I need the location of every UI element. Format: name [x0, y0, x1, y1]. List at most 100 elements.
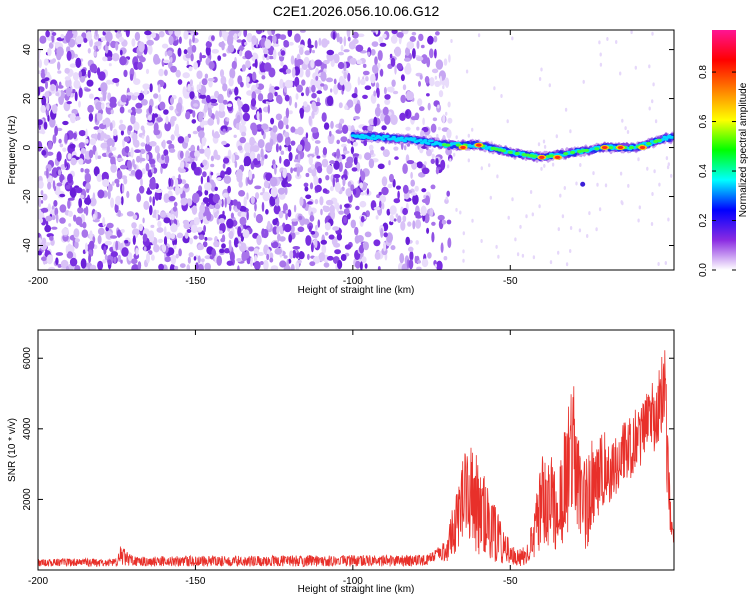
spectrogram-noise-blob — [480, 239, 483, 243]
spectrogram-noise-blob — [514, 237, 517, 242]
spectrogram-noise-blob — [420, 205, 427, 216]
spectrogram-noise-blob — [362, 125, 369, 132]
spectrogram-noise-blob — [360, 191, 365, 196]
spectrogram-noise-blob — [335, 129, 343, 134]
spectrogram-noise-blob — [47, 140, 53, 150]
spectrogram-noise-blob — [316, 90, 323, 95]
spectrogram-noise-blob — [418, 33, 424, 42]
snr-frame — [37, 329, 675, 571]
spectrogram-noise-blob — [133, 121, 140, 131]
spectrogram-noise-blob — [181, 179, 187, 185]
spectrogram-noise-blob — [437, 104, 440, 109]
spectrogram-noise-blob — [390, 114, 398, 126]
spectrogram-noise-blob — [112, 53, 120, 62]
spectrogram-noise-blob — [145, 135, 150, 145]
spectrogram-noise-blob — [264, 154, 268, 160]
spectrogram-noise-blob — [393, 198, 401, 204]
spectrogram-noise-blob — [129, 73, 134, 81]
spectrogram-noise-blob — [233, 237, 239, 248]
spectrogram-noise-blob — [283, 86, 287, 93]
spectrogram-noise-blob — [389, 205, 397, 215]
spectrogram-noise-blob — [102, 56, 108, 62]
spectrogram-noise-blob — [406, 160, 415, 165]
spectrogram-noise-blob — [347, 72, 351, 82]
figure-title: C2E1.2026.056.10.06.G12 — [273, 3, 440, 19]
spectrogram-noise-blob — [310, 59, 315, 69]
spectrogram-noise-blob — [110, 197, 115, 208]
spectrogram-noise-blob — [210, 163, 215, 168]
spectrogram-noise-blob — [375, 82, 380, 89]
spectrogram-noise-blob — [44, 77, 50, 81]
spectrogram-noise-blob — [102, 119, 106, 126]
spectrogram-peak — [460, 145, 466, 150]
spectrogram-noise-blob — [110, 163, 117, 173]
spectrogram-noise-blob — [67, 197, 75, 201]
spectrogram-noise-blob — [434, 263, 437, 268]
spectrogram-noise-blob — [39, 217, 43, 224]
spectrogram-noise-blob — [363, 241, 369, 251]
spectrogram-noise-blob — [231, 153, 235, 164]
spectrogram-noise-blob — [94, 113, 98, 123]
spectrogram-noise-blob — [666, 165, 670, 170]
spectrogram-noise-blob — [145, 162, 150, 172]
spectrogram-noise-blob — [396, 185, 401, 190]
spectrogram-noise-blob — [305, 235, 312, 246]
spectrogram-noise-blob — [372, 64, 379, 74]
spectrogram-noise-blob — [38, 130, 46, 134]
spectrogram-noise-blob — [434, 48, 437, 59]
spectrogram-noise-blob — [320, 83, 325, 87]
spectrogram-noise-blob — [352, 31, 359, 39]
spectrogram-noise-blob — [565, 262, 569, 267]
spectrogram-noise-blob — [403, 145, 407, 151]
spectrogram-noise-blob — [308, 225, 312, 232]
spectrogram-noise-blob — [65, 32, 71, 43]
spectrogram-noise-blob — [102, 91, 107, 102]
spectrogram-noise-blob — [204, 73, 209, 79]
spectrogram-noise-blob — [389, 214, 394, 222]
spectrogram-noise-blob — [38, 50, 41, 61]
spectrogram-noise-blob — [64, 133, 68, 144]
spectrogram-noise-blob — [426, 93, 430, 97]
spectrogram-noise-blob — [393, 146, 399, 151]
spectrogram-noise-blob — [117, 210, 122, 217]
spectrogram-noise-blob — [496, 174, 499, 179]
spectrogram-noise-blob — [263, 180, 269, 189]
spectrogram-noise-blob — [275, 113, 282, 121]
spectrogram-noise-blob — [120, 94, 127, 103]
spectrogram-noise-blob — [173, 244, 177, 250]
spectrogram-noise-blob — [93, 166, 100, 177]
spectrogram-noise-blob — [107, 183, 113, 192]
spectrogram-noise-blob — [652, 82, 655, 87]
spectrogram-noise-blob — [355, 44, 364, 52]
spectrogram-noise-blob — [402, 207, 408, 216]
spectrogram-noise-blob — [318, 252, 326, 262]
spectrogram-noise-blob — [93, 45, 97, 51]
spectrogram-noise-blob — [417, 98, 423, 107]
spectrogram-noise-blob — [154, 145, 160, 154]
spectrogram-noise-blob — [170, 56, 173, 63]
spectrogram-noise-blob — [294, 101, 298, 109]
spectrogram-noise-blob — [38, 141, 43, 152]
spectrogram-noise-blob — [88, 240, 95, 250]
spectrogram-noise-blob — [381, 125, 387, 131]
spectrogram-noise-blob — [84, 168, 90, 174]
spectrogram-noise-blob — [467, 158, 470, 163]
spectrogram-noise-blob — [118, 124, 127, 131]
spectrogram-noise-blob — [273, 135, 277, 145]
spectrogram-noise-blob — [305, 194, 312, 200]
spectrogram-noise-blob — [130, 170, 136, 175]
spectrogram-noise-blob — [412, 194, 419, 205]
spectrogram-noise-blob — [500, 94, 503, 98]
spectrogram-noise-blob — [249, 136, 256, 146]
spectrogram-noise-blob — [227, 36, 234, 46]
spectrogram-noise-blob — [353, 157, 358, 165]
spectrogram-noise-blob — [409, 250, 414, 261]
spectrogram-trace-segment — [594, 147, 600, 151]
spectrogram-noise-blob — [367, 51, 371, 56]
spectrogram-noise-blob — [322, 188, 328, 194]
spectrogram-noise-blob — [151, 254, 155, 261]
spectrogram-noise-blob — [375, 215, 379, 220]
spectrogram-noise-blob — [98, 38, 102, 42]
spectrogram-noise-blob — [46, 151, 54, 156]
spectrogram-noise-blob — [455, 135, 458, 140]
